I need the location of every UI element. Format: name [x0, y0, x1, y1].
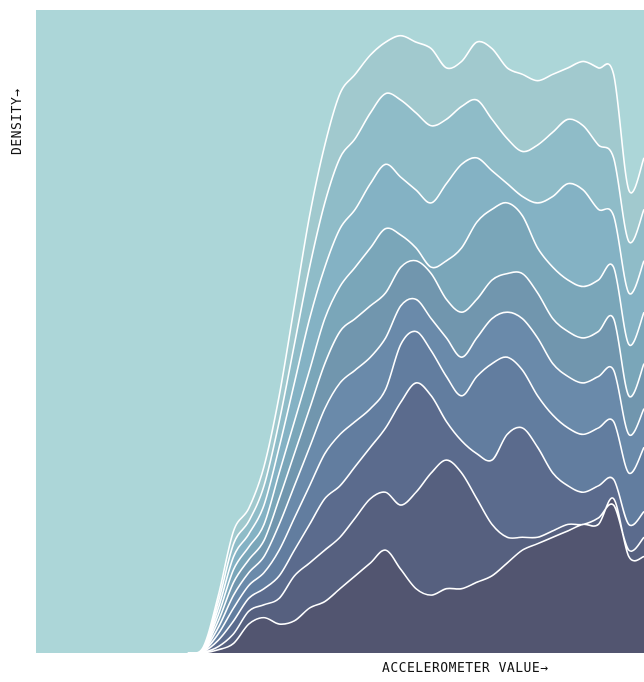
density-outline-9	[187, 92, 644, 655]
density-outline-4	[187, 330, 644, 654]
density-outline-1	[187, 497, 644, 655]
density-outline-6	[187, 259, 644, 654]
density-outline-7	[187, 201, 644, 655]
density-outline-2	[187, 459, 644, 654]
density-outline-8	[187, 156, 644, 655]
x-axis-label: ACCELEROMETER VALUE→	[382, 661, 549, 676]
density-outline-10	[187, 34, 644, 655]
density-outline-5	[187, 297, 644, 654]
y-axis-label: DENSITY→	[10, 88, 25, 155]
density-outline-3	[187, 382, 644, 654]
density-layer-1	[188, 497, 644, 654]
density-outlines	[187, 34, 644, 655]
